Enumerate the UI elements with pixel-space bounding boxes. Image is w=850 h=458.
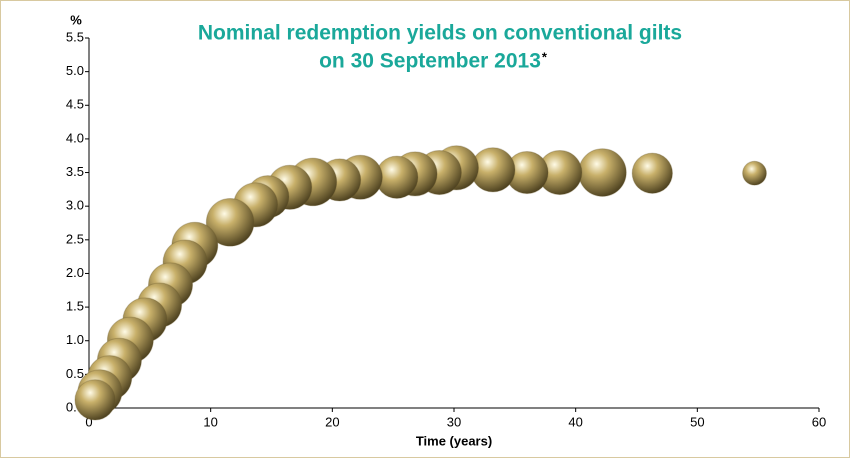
y-tick-label: 4.0 (66, 130, 84, 145)
bubble (75, 380, 115, 420)
y-tick-label: 1.5 (66, 299, 84, 314)
x-axis-label: Time (years) (416, 433, 492, 448)
x-tick-label: 30 (447, 414, 461, 429)
y-axis-label: % (70, 12, 82, 27)
y-tick-label: 2.0 (66, 265, 84, 280)
x-tick-label: 60 (812, 414, 826, 429)
y-tick-label: 0.5 (66, 366, 84, 381)
y-tick-label: 5.0 (66, 63, 84, 78)
y-tick-label: 1.0 (66, 332, 84, 347)
bubble (579, 149, 627, 197)
title-footnote-mark: * (542, 49, 548, 64)
y-tick-label: 2.5 (66, 231, 84, 246)
chart: Nominal redemption yields on conventiona… (0, 0, 850, 458)
y-tick-label: 3.0 (66, 198, 84, 213)
x-tick-label: 50 (690, 414, 704, 429)
x-tick-label: 40 (568, 414, 582, 429)
y-tick-label: 3.5 (66, 164, 84, 179)
y-tick-label: 5.5 (66, 29, 84, 44)
bubble (632, 153, 672, 193)
chart-title: on 30 September 2013 (319, 50, 541, 73)
bubble (743, 161, 767, 185)
chart-title: Nominal redemption yields on conventiona… (198, 22, 682, 45)
x-tick-label: 20 (325, 414, 339, 429)
x-tick-label: 10 (203, 414, 217, 429)
y-tick-label: 4.5 (66, 97, 84, 112)
